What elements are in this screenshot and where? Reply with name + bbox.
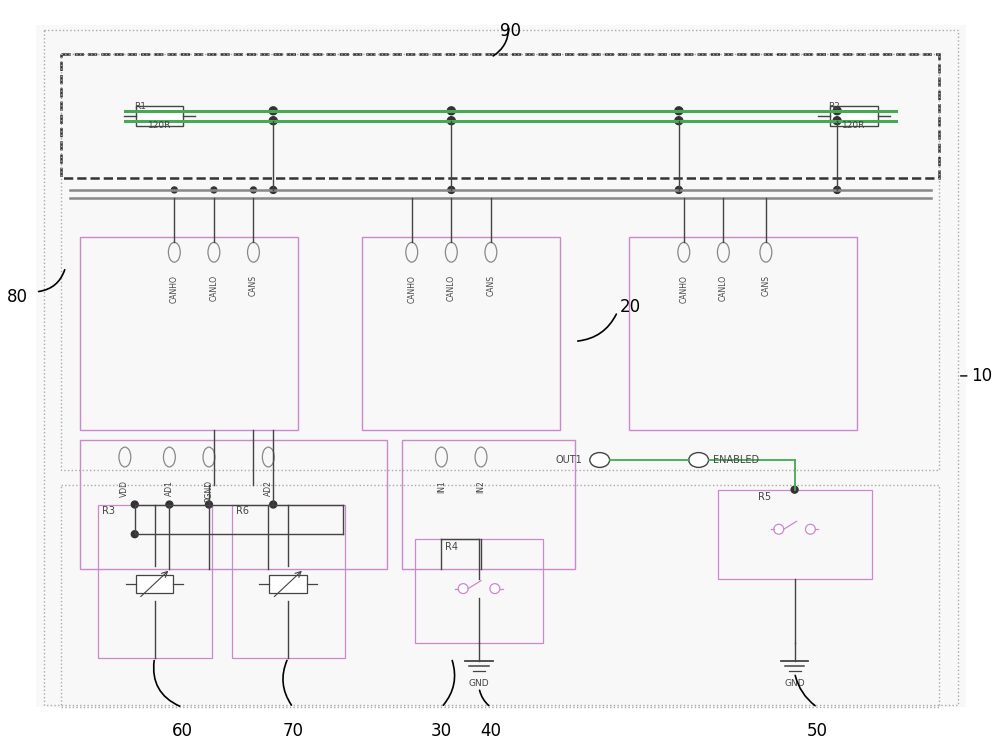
Ellipse shape: [590, 452, 610, 467]
Text: 20: 20: [619, 298, 641, 316]
Circle shape: [131, 501, 138, 508]
Bar: [415, 539, 543, 643]
Bar: [718, 490, 872, 579]
Circle shape: [211, 187, 217, 193]
Circle shape: [676, 187, 682, 193]
Text: OUT1: OUT1: [555, 455, 582, 465]
Circle shape: [834, 187, 840, 193]
Text: ENABLED: ENABLED: [713, 455, 760, 465]
Text: 120R: 120R: [148, 120, 171, 129]
Circle shape: [833, 117, 841, 125]
Text: CANHO: CANHO: [407, 275, 416, 303]
Text: R3: R3: [102, 507, 115, 516]
Text: R1: R1: [134, 102, 146, 111]
Text: VDD: VDD: [120, 480, 129, 497]
Text: CANLO: CANLO: [447, 275, 456, 301]
Text: AD2: AD2: [264, 480, 273, 496]
Text: R6: R6: [236, 507, 249, 516]
Circle shape: [833, 107, 841, 114]
Circle shape: [490, 584, 500, 594]
Text: IN2: IN2: [476, 480, 485, 493]
Circle shape: [834, 186, 841, 193]
Bar: [80, 238, 298, 430]
Bar: [80, 440, 387, 569]
Text: 30: 30: [431, 722, 452, 740]
Text: 60: 60: [172, 722, 193, 740]
Circle shape: [269, 117, 277, 125]
Bar: [269, 575, 307, 593]
Text: 120R: 120R: [842, 120, 866, 129]
Text: CANLO: CANLO: [719, 275, 728, 301]
Circle shape: [166, 501, 173, 508]
Text: 10: 10: [971, 367, 992, 385]
Text: CANS: CANS: [486, 275, 495, 296]
Text: IN1: IN1: [437, 480, 446, 493]
Bar: [136, 575, 173, 593]
Circle shape: [675, 107, 683, 114]
Bar: [362, 238, 560, 430]
Text: PGND: PGND: [204, 480, 213, 502]
Text: 40: 40: [480, 722, 501, 740]
Circle shape: [131, 531, 138, 538]
Text: GND: GND: [469, 678, 489, 687]
Ellipse shape: [689, 452, 709, 467]
Circle shape: [448, 186, 455, 193]
Bar: [232, 504, 345, 658]
Text: 90: 90: [500, 22, 521, 40]
Text: R5: R5: [758, 492, 771, 502]
Text: GND: GND: [784, 678, 805, 687]
Bar: [61, 484, 939, 707]
Bar: [61, 54, 939, 470]
Bar: [61, 54, 939, 178]
Text: 70: 70: [283, 722, 304, 740]
Text: CANLO: CANLO: [209, 275, 218, 301]
Circle shape: [675, 186, 682, 193]
Circle shape: [171, 187, 177, 193]
Circle shape: [458, 584, 468, 594]
Bar: [136, 106, 183, 126]
Circle shape: [270, 186, 277, 193]
Text: CANHO: CANHO: [679, 275, 688, 303]
Circle shape: [447, 117, 455, 125]
Circle shape: [448, 187, 454, 193]
Circle shape: [774, 525, 784, 534]
Text: CANS: CANS: [761, 275, 770, 296]
Bar: [830, 106, 878, 126]
Circle shape: [447, 107, 455, 114]
Text: R4: R4: [445, 542, 458, 552]
Circle shape: [251, 187, 256, 193]
Circle shape: [805, 525, 815, 534]
Text: 50: 50: [807, 722, 828, 740]
Circle shape: [269, 107, 277, 114]
Text: CANHO: CANHO: [170, 275, 179, 303]
Circle shape: [270, 501, 277, 508]
Text: R2: R2: [828, 102, 840, 111]
Text: CANS: CANS: [249, 275, 258, 296]
Circle shape: [205, 501, 212, 508]
Bar: [629, 238, 857, 430]
Text: AD1: AD1: [165, 480, 174, 496]
Text: 80: 80: [7, 288, 28, 306]
Circle shape: [675, 117, 683, 125]
Circle shape: [791, 486, 798, 493]
Bar: [98, 504, 212, 658]
Bar: [402, 440, 575, 569]
